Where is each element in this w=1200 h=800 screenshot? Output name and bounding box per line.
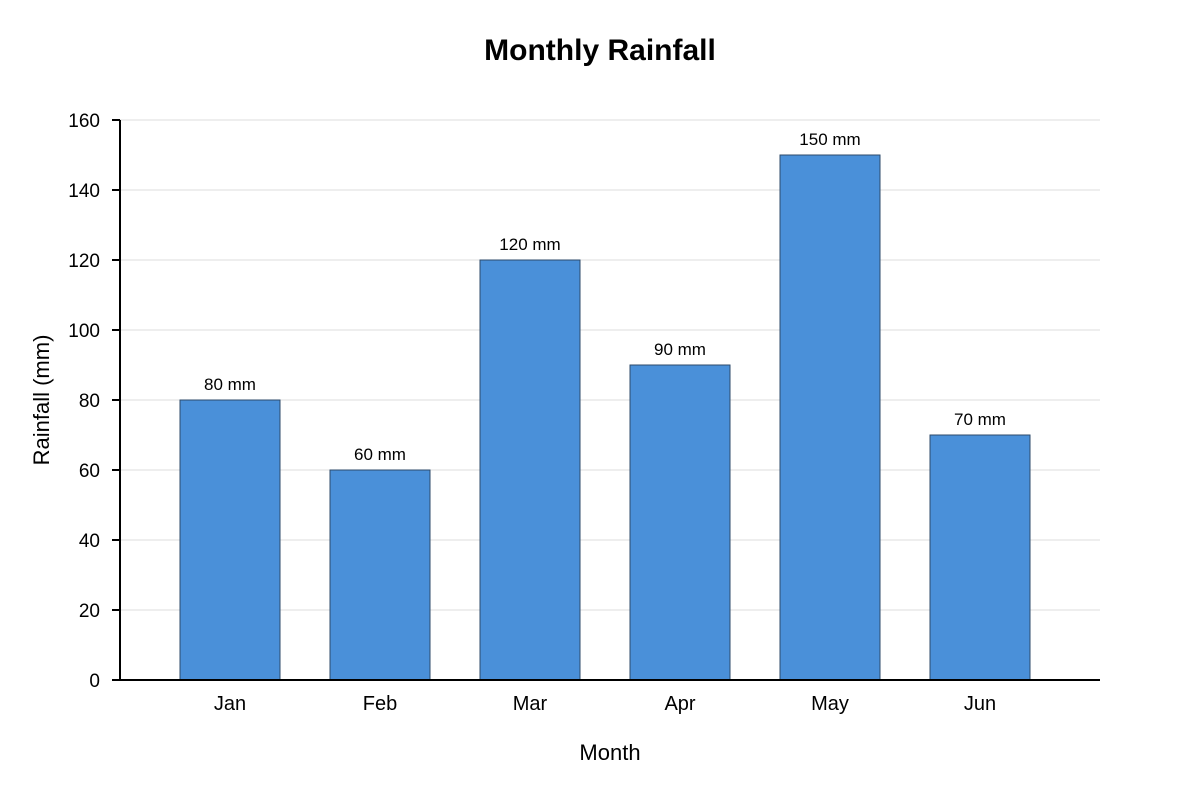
- bar-mar: [479, 259, 581, 681]
- x-tick-label: May: [811, 693, 849, 715]
- y-tick-label: 20: [79, 601, 100, 622]
- x-axis-ticks: Jan Feb Mar Apr May Jun: [214, 693, 996, 715]
- bar-feb: [329, 469, 431, 681]
- y-tick-label: 60: [79, 461, 100, 482]
- data-label: 70 mm: [954, 410, 1006, 429]
- y-axis-ticks: 0 20 40 60 80 100 120 140 160: [68, 111, 120, 692]
- x-tick-label: Apr: [664, 693, 695, 715]
- bars: [179, 154, 1031, 681]
- gridlines: [120, 119, 1100, 611]
- x-tick-label: Feb: [363, 693, 397, 715]
- data-label: 90 mm: [654, 340, 706, 359]
- y-tick-label: 0: [89, 671, 100, 692]
- x-axis-title: Month: [579, 740, 640, 765]
- x-tick-label: Jan: [214, 693, 246, 715]
- y-tick-label: 120: [68, 251, 100, 272]
- x-tick-label: Mar: [513, 693, 548, 715]
- data-labels: 80 mm 60 mm 120 mm 90 mm 150 mm 70 mm: [204, 130, 1006, 464]
- y-tick-label: 140: [68, 181, 100, 202]
- data-label: 80 mm: [204, 375, 256, 394]
- data-label: 120 mm: [499, 235, 560, 254]
- data-label: 60 mm: [354, 445, 406, 464]
- y-axis-title: Rainfall (mm): [29, 335, 54, 466]
- y-tick-label: 40: [79, 531, 100, 552]
- y-tick-label: 100: [68, 321, 100, 342]
- bar-jun: [929, 434, 1031, 681]
- bar-may: [779, 154, 881, 681]
- x-tick-label: Jun: [964, 693, 996, 715]
- chart-title: Monthly Rainfall: [484, 34, 716, 67]
- data-label: 150 mm: [799, 130, 860, 149]
- y-tick-label: 160: [68, 111, 100, 132]
- y-tick-label: 80: [79, 391, 100, 412]
- bar-jan: [179, 399, 281, 681]
- bar-apr: [629, 364, 731, 681]
